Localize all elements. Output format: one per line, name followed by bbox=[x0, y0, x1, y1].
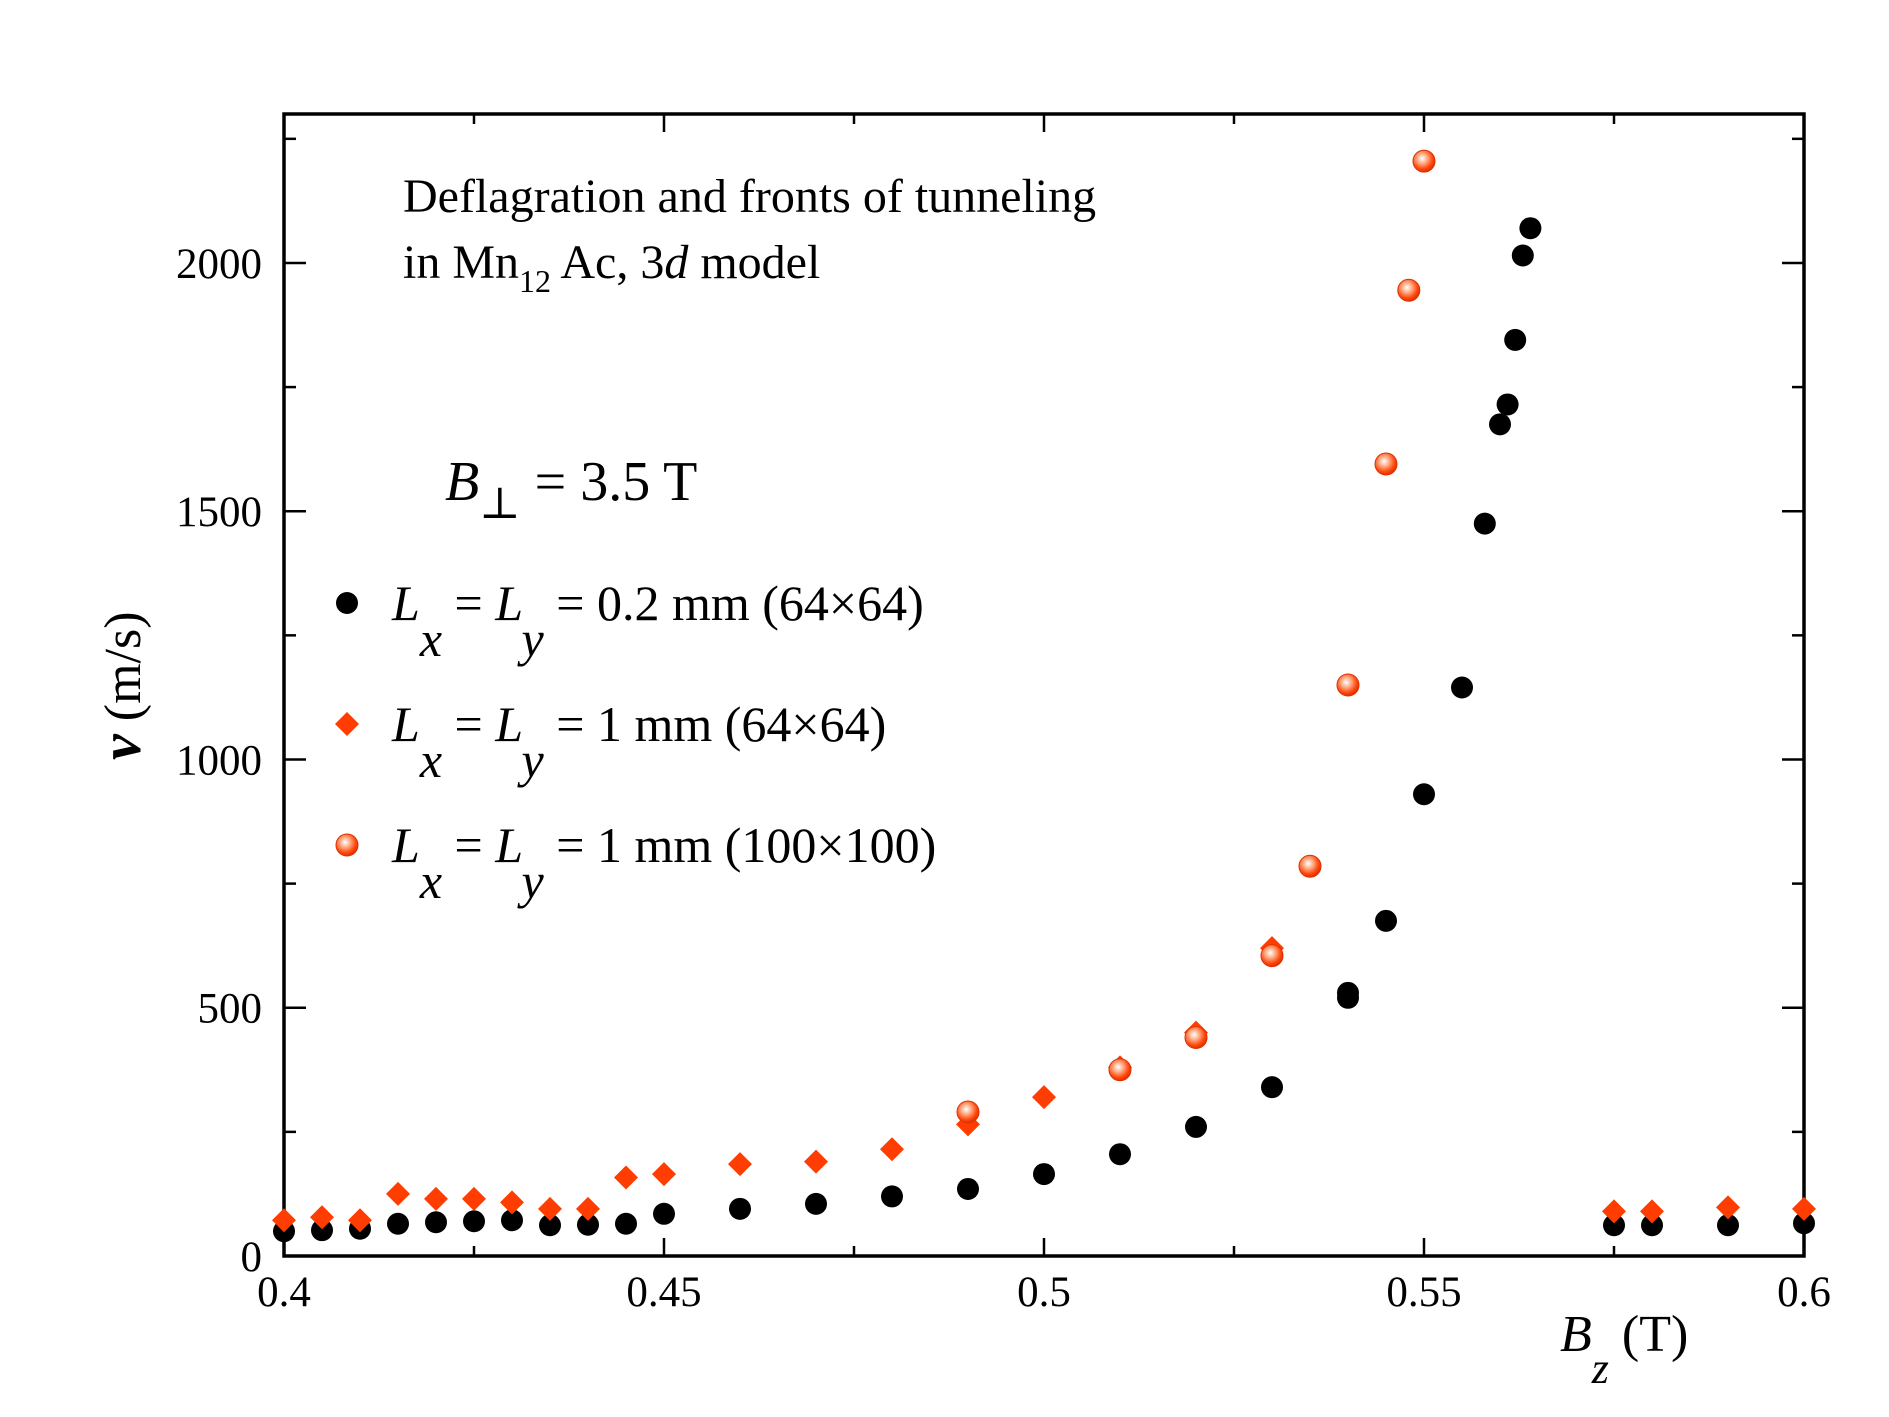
x-axis-tick-labels: 0.4 0.45 0.5 0.55 0.6 bbox=[257, 1269, 1831, 1316]
y-tick-label: 2000 bbox=[176, 241, 262, 288]
data-point bbox=[1496, 393, 1519, 416]
data-point bbox=[1602, 1199, 1626, 1224]
data-point bbox=[1641, 1214, 1663, 1237]
data-point bbox=[1033, 1163, 1055, 1186]
legend-label-series-2: Lx = Ly = 1 mm (64×64) bbox=[391, 696, 886, 788]
x-tick-label: 0.4 bbox=[257, 1269, 311, 1316]
y-axis-tick-labels: 0 500 1000 1500 2000 bbox=[176, 241, 262, 1281]
data-point bbox=[881, 1185, 903, 1208]
data-point bbox=[463, 1210, 485, 1233]
data-point bbox=[1185, 1115, 1207, 1138]
data-point bbox=[1337, 981, 1359, 1004]
data-point bbox=[1413, 783, 1435, 806]
data-point bbox=[1451, 676, 1473, 699]
data-point bbox=[1473, 512, 1496, 535]
data-point bbox=[1792, 1196, 1816, 1221]
legend: Lx = Ly = 0.2 mm (64×64) Lx = Ly = 1 mm … bbox=[335, 575, 936, 909]
legend-label-series-3: Lx = Ly = 1 mm (100×100) bbox=[391, 817, 936, 909]
data-point bbox=[386, 1181, 410, 1206]
data-point bbox=[462, 1186, 486, 1211]
data-point bbox=[1260, 944, 1284, 968]
data-point bbox=[1397, 278, 1421, 302]
chart-title-line1: Deflagration and fronts of tunneling bbox=[403, 170, 1096, 223]
legend-marker-series-2 bbox=[335, 712, 359, 736]
data-point bbox=[577, 1213, 599, 1236]
data-point bbox=[615, 1212, 637, 1235]
field-annotation: B⊥ = 3.5 T bbox=[445, 451, 697, 528]
data-point bbox=[425, 1211, 447, 1234]
series-3 bbox=[956, 149, 1436, 1124]
data-point bbox=[1412, 149, 1436, 173]
data-point bbox=[539, 1214, 561, 1237]
series-1 bbox=[273, 217, 1815, 1243]
data-point bbox=[1109, 1143, 1131, 1166]
data-point bbox=[1032, 1085, 1056, 1110]
data-point bbox=[614, 1165, 638, 1190]
data-point bbox=[1511, 244, 1534, 267]
data-point bbox=[1336, 673, 1360, 697]
data-point bbox=[1793, 1212, 1815, 1235]
data-point bbox=[538, 1196, 562, 1221]
y-tick-label: 1500 bbox=[176, 489, 262, 536]
data-point bbox=[387, 1212, 409, 1235]
data-point bbox=[1489, 413, 1511, 436]
data-point bbox=[1108, 1058, 1132, 1082]
data-point bbox=[501, 1209, 523, 1232]
data-point bbox=[348, 1208, 372, 1233]
data-point bbox=[1716, 1195, 1740, 1220]
data-point bbox=[880, 1137, 904, 1162]
data-point bbox=[1375, 909, 1397, 932]
legend-label-series-1: Lx = Ly = 0.2 mm (64×64) bbox=[391, 575, 924, 667]
x-axis-label: Bz (T) bbox=[1560, 1306, 1688, 1393]
data-point bbox=[804, 1149, 828, 1174]
data-point bbox=[1374, 452, 1398, 476]
data-point bbox=[1603, 1214, 1625, 1237]
data-point bbox=[653, 1202, 675, 1225]
x-tick-label: 0.6 bbox=[1777, 1269, 1831, 1316]
y-axis-label: v (m/s) bbox=[88, 611, 153, 760]
data-point bbox=[424, 1186, 448, 1211]
data-point bbox=[1184, 1026, 1208, 1050]
chart-title-line2: in Mn12 Ac, 3d model bbox=[403, 236, 820, 299]
x-tick-label: 0.45 bbox=[626, 1269, 701, 1316]
legend-marker-series-1 bbox=[336, 592, 358, 614]
data-point bbox=[956, 1100, 980, 1124]
x-tick-label: 0.55 bbox=[1386, 1269, 1461, 1316]
data-point bbox=[805, 1192, 827, 1215]
data-point bbox=[311, 1219, 333, 1242]
data-point bbox=[1717, 1214, 1739, 1237]
y-tick-label: 500 bbox=[198, 986, 263, 1033]
data-point bbox=[1261, 1076, 1283, 1099]
data-point bbox=[272, 1208, 296, 1233]
x-axis-ticks bbox=[282, 114, 1806, 1256]
data-point bbox=[1640, 1199, 1664, 1224]
data-point bbox=[1504, 328, 1527, 351]
data-point bbox=[500, 1190, 524, 1215]
data-point bbox=[310, 1205, 334, 1230]
data-points bbox=[272, 149, 1816, 1243]
data-point bbox=[576, 1196, 600, 1221]
y-tick-label: 1000 bbox=[176, 737, 262, 784]
data-point bbox=[1298, 854, 1322, 878]
data-point bbox=[652, 1162, 676, 1187]
series-2 bbox=[272, 936, 1816, 1233]
data-point bbox=[957, 1177, 979, 1200]
y-axis-ticks bbox=[284, 137, 1804, 1258]
data-point bbox=[729, 1197, 751, 1220]
legend-marker-series-3 bbox=[335, 833, 359, 857]
data-point bbox=[728, 1152, 752, 1177]
x-tick-label: 0.5 bbox=[1017, 1269, 1071, 1316]
data-point bbox=[1519, 217, 1542, 240]
y-tick-label: 0 bbox=[241, 1234, 263, 1281]
